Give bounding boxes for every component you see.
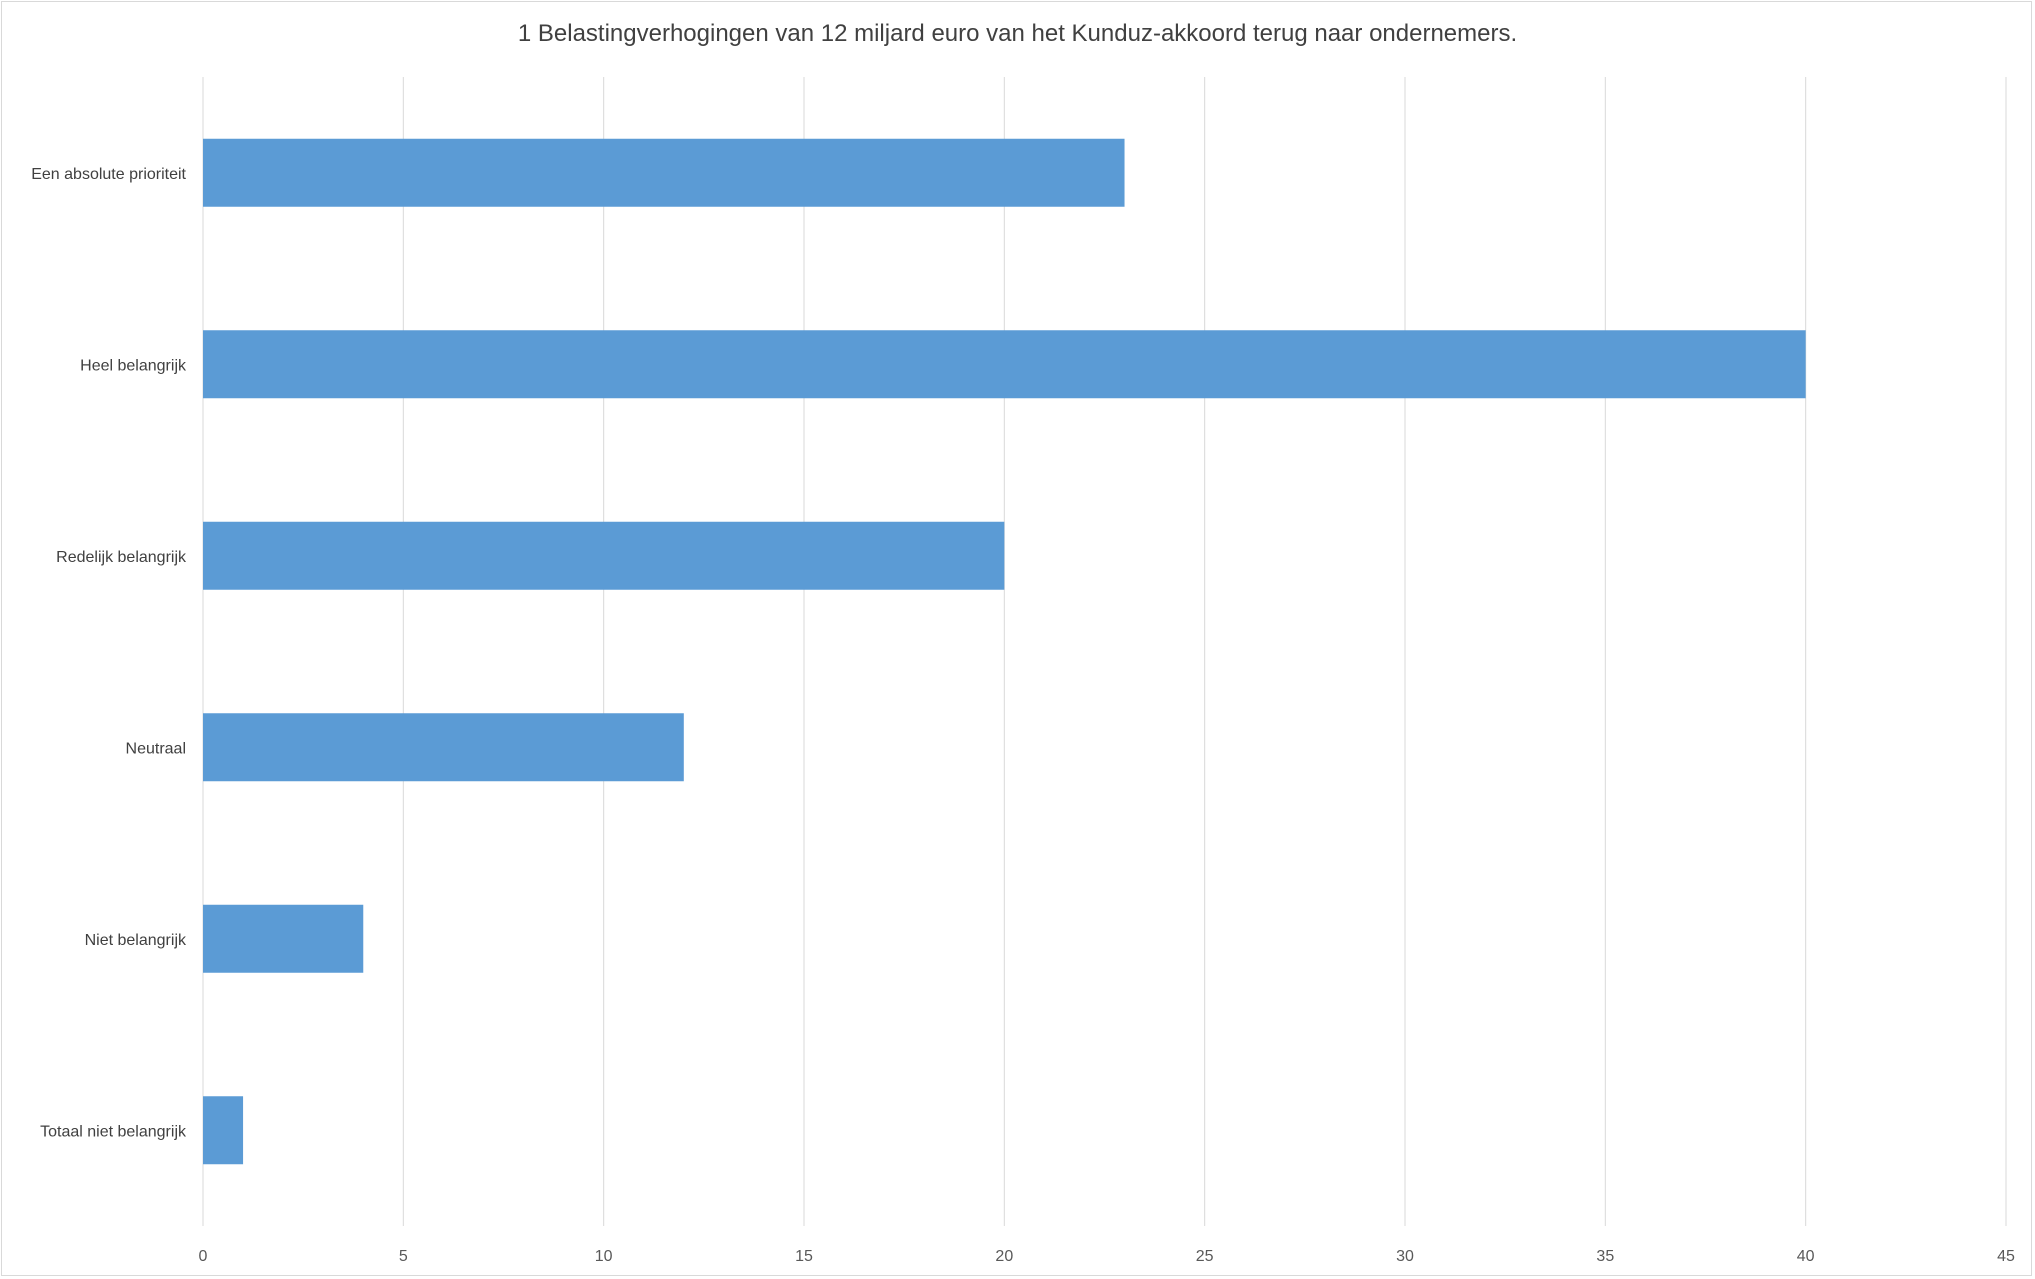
chart-title: 1 Belastingverhogingen van 12 miljard eu… <box>517 20 1518 47</box>
x-tick-label: 10 <box>595 1248 613 1265</box>
bars <box>203 138 1806 1165</box>
x-tick-label: 40 <box>1797 1248 1815 1265</box>
category-labels: Een absolute prioriteit Heel belangrijk Re… <box>31 166 187 1141</box>
bar <box>203 713 684 782</box>
x-tick-label: 25 <box>1196 1248 1214 1265</box>
x-tick-label: 20 <box>995 1248 1013 1265</box>
x-tick-label: 35 <box>1596 1248 1614 1265</box>
category-label: Redelijk belangrijk <box>56 549 187 566</box>
category-label: Niet belangrijk <box>85 932 187 949</box>
bar <box>203 1096 244 1165</box>
category-label: Een absolute prioriteit <box>31 166 186 183</box>
x-tick-label: 15 <box>795 1248 813 1265</box>
x-tick-labels: 0 5 10 15 20 25 30 35 40 45 <box>199 1248 2015 1265</box>
gridlines <box>202 77 2007 1226</box>
bar <box>203 904 364 973</box>
bar <box>203 521 1005 590</box>
x-tick-label: 45 <box>1997 1248 2015 1265</box>
category-label: Neutraal <box>126 740 186 757</box>
bar <box>203 138 1125 207</box>
bar <box>203 330 1806 399</box>
x-tick-label: 30 <box>1396 1248 1414 1265</box>
x-tick-label: 5 <box>399 1248 408 1265</box>
x-tick-label: 0 <box>199 1248 208 1265</box>
category-label: Totaal niet belangrijk <box>40 1123 187 1140</box>
category-label: Heel belangrijk <box>80 357 187 374</box>
